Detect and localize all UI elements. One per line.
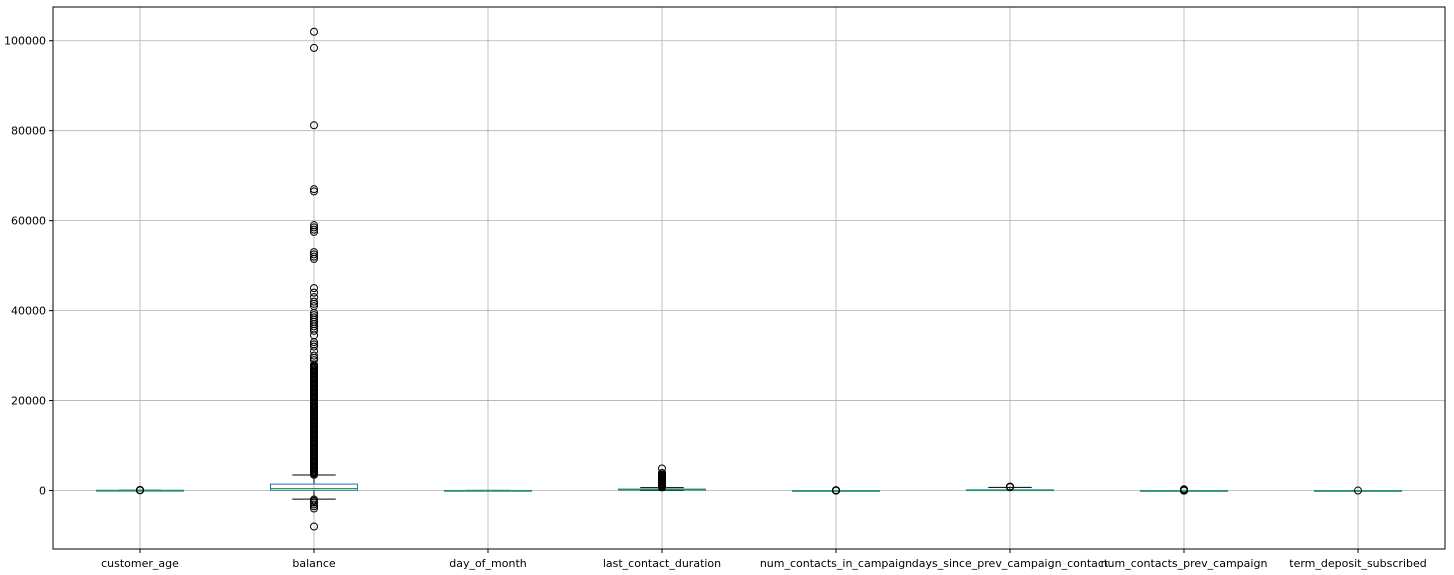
flier (310, 340, 318, 349)
flier (310, 250, 318, 259)
x-tick-label: num_contacts_in_campaign (760, 557, 912, 570)
box-customer_age (96, 489, 184, 492)
x-tick-label: customer_age (101, 557, 179, 570)
box-iqr (270, 483, 358, 491)
x-tick-label: term_deposit_subscribed (1289, 557, 1426, 570)
flier (658, 464, 666, 473)
flier (1006, 482, 1014, 491)
box-day_of_month (444, 489, 532, 492)
plot-frame (52, 6, 1446, 550)
flier (310, 121, 318, 130)
flier (1180, 485, 1188, 494)
x-tick-label: last_contact_duration (603, 557, 721, 570)
box-term_deposit_subscribed (1314, 490, 1402, 492)
flier (1354, 486, 1362, 495)
flier (310, 185, 318, 194)
flier (310, 302, 318, 311)
flier (310, 223, 318, 232)
y-tick-label: 100000 (4, 35, 46, 48)
flier (310, 522, 318, 531)
x-tick-label: balance (292, 557, 336, 570)
y-tick-label: 20000 (11, 395, 46, 408)
flier (310, 297, 318, 306)
flier (310, 284, 318, 293)
y-axis: 0 20000 40000 60000 80000 100000 (4, 35, 53, 498)
box-num_contacts_in_campaign (792, 489, 880, 492)
flier (136, 486, 144, 495)
flier (310, 356, 318, 365)
flier (310, 187, 318, 196)
flier (310, 313, 318, 322)
x-tick-label: day_of_month (449, 557, 527, 570)
y-tick-label: 80000 (11, 125, 46, 138)
flier (658, 468, 666, 477)
flier (310, 504, 318, 513)
x-tick-label: days_since_prev_campaign_contact (912, 557, 1109, 570)
flier (310, 248, 318, 257)
flier (310, 221, 318, 230)
flier (310, 252, 318, 261)
flier (310, 43, 318, 52)
flier (310, 27, 318, 36)
box-layer (96, 474, 1402, 500)
flier (310, 293, 318, 302)
flier-layer (136, 27, 1362, 531)
y-tick-label: 40000 (11, 305, 46, 318)
flier (310, 311, 318, 320)
flier (832, 486, 840, 495)
grid-lines (53, 7, 1445, 549)
x-tick-label: num_contacts_prev_campaign (1101, 557, 1268, 570)
flier (310, 342, 318, 351)
y-tick-label: 60000 (11, 215, 46, 228)
flier (310, 351, 318, 360)
x-axis: customer_age balance day_of_month last_cont… (101, 549, 1427, 570)
flier (310, 288, 318, 297)
flier (310, 225, 318, 234)
box-num_contacts_prev_campaign (1140, 490, 1228, 492)
flier (310, 502, 318, 511)
y-tick-label: 0 (39, 485, 46, 498)
